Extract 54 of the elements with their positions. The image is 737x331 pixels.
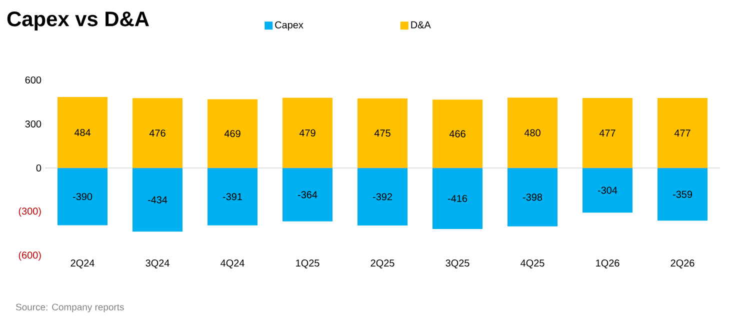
data-label: 466: [449, 130, 466, 138]
x-tick-label: 2Q24: [70, 260, 94, 268]
bar: [208, 168, 258, 226]
y-tick-label: (600): [18, 251, 41, 261]
legend-label: Capex: [275, 21, 304, 30]
x-tick-label: 4Q24: [220, 260, 244, 268]
x-tick-label: 4Q25: [520, 260, 544, 268]
legend-label: D&A: [411, 21, 431, 28]
x-tick-label: 1Q25: [296, 260, 320, 268]
data-label: 479: [299, 129, 316, 136]
data-label: 480: [524, 129, 540, 136]
bar: [132, 98, 183, 168]
data-label: -392: [372, 193, 392, 200]
bar: [282, 168, 333, 222]
bar: [132, 168, 183, 232]
data-label: 477: [599, 130, 616, 136]
data-label: -391: [222, 193, 242, 200]
source-note: Source: Company reports: [16, 304, 124, 312]
bar: [582, 168, 633, 213]
bar: [658, 98, 708, 168]
bar: [508, 98, 558, 168]
x-tick-label: 2Q25: [370, 260, 394, 268]
x-tick-label: 3Q25: [446, 260, 470, 268]
chart-title: Capex vs D&A: [7, 12, 149, 30]
bar: [358, 98, 408, 168]
y-tick-label: 300: [25, 120, 42, 128]
data-label: -304: [598, 186, 618, 194]
data-label: -434: [148, 196, 168, 204]
bar: [282, 98, 333, 168]
x-tick-label: 3Q24: [146, 260, 170, 268]
bar: [582, 98, 633, 168]
bar: [658, 168, 708, 221]
data-label: -416: [448, 194, 468, 202]
data-label: 477: [674, 130, 690, 136]
data-label: -398: [522, 194, 542, 201]
data-label: -364: [298, 191, 318, 198]
y-tick-label: 600: [25, 76, 42, 84]
data-label: -390: [72, 193, 92, 200]
bar: [208, 99, 258, 168]
bar: [58, 168, 108, 226]
data-label: 475: [374, 130, 390, 137]
y-tick-label: 0: [36, 164, 42, 172]
x-tick-label: 1Q26: [596, 260, 620, 268]
data-label: 476: [149, 130, 166, 137]
data-label: -359: [672, 190, 692, 198]
bar: [432, 168, 483, 230]
x-tick-label: 2Q26: [670, 260, 694, 268]
bar: [508, 168, 558, 226]
bar: [58, 97, 108, 168]
data-label: 484: [74, 128, 91, 136]
y-tick-label: (300): [18, 207, 41, 217]
bar: [432, 100, 483, 168]
data-label: 469: [224, 130, 240, 138]
bar: [358, 168, 408, 226]
